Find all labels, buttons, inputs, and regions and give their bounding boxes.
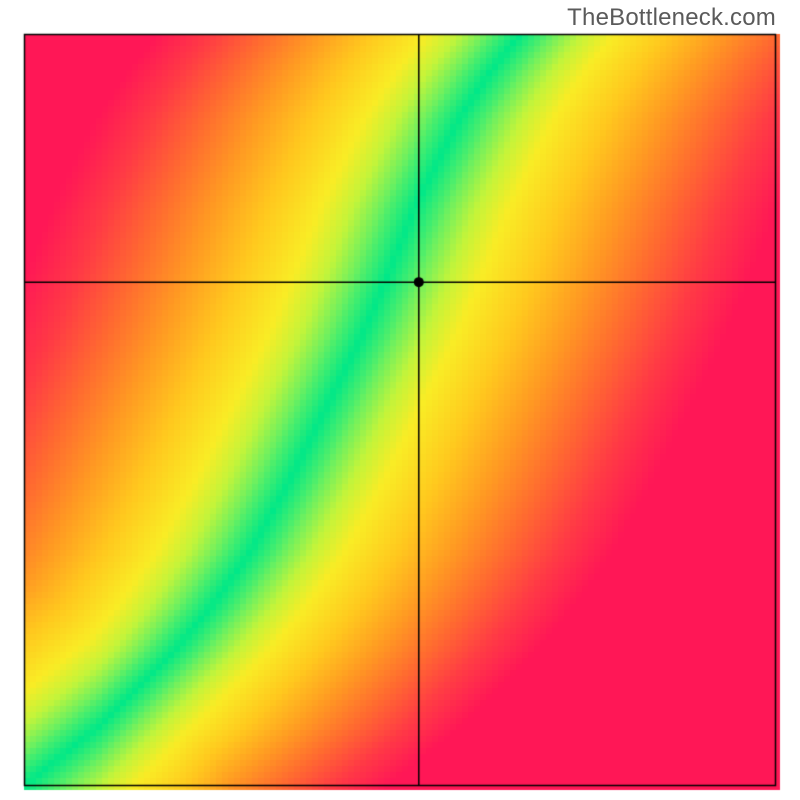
watermark-text: TheBottleneck.com [567, 4, 776, 32]
chart-container: TheBottleneck.com [0, 0, 800, 800]
bottleneck-heatmap [0, 0, 800, 800]
